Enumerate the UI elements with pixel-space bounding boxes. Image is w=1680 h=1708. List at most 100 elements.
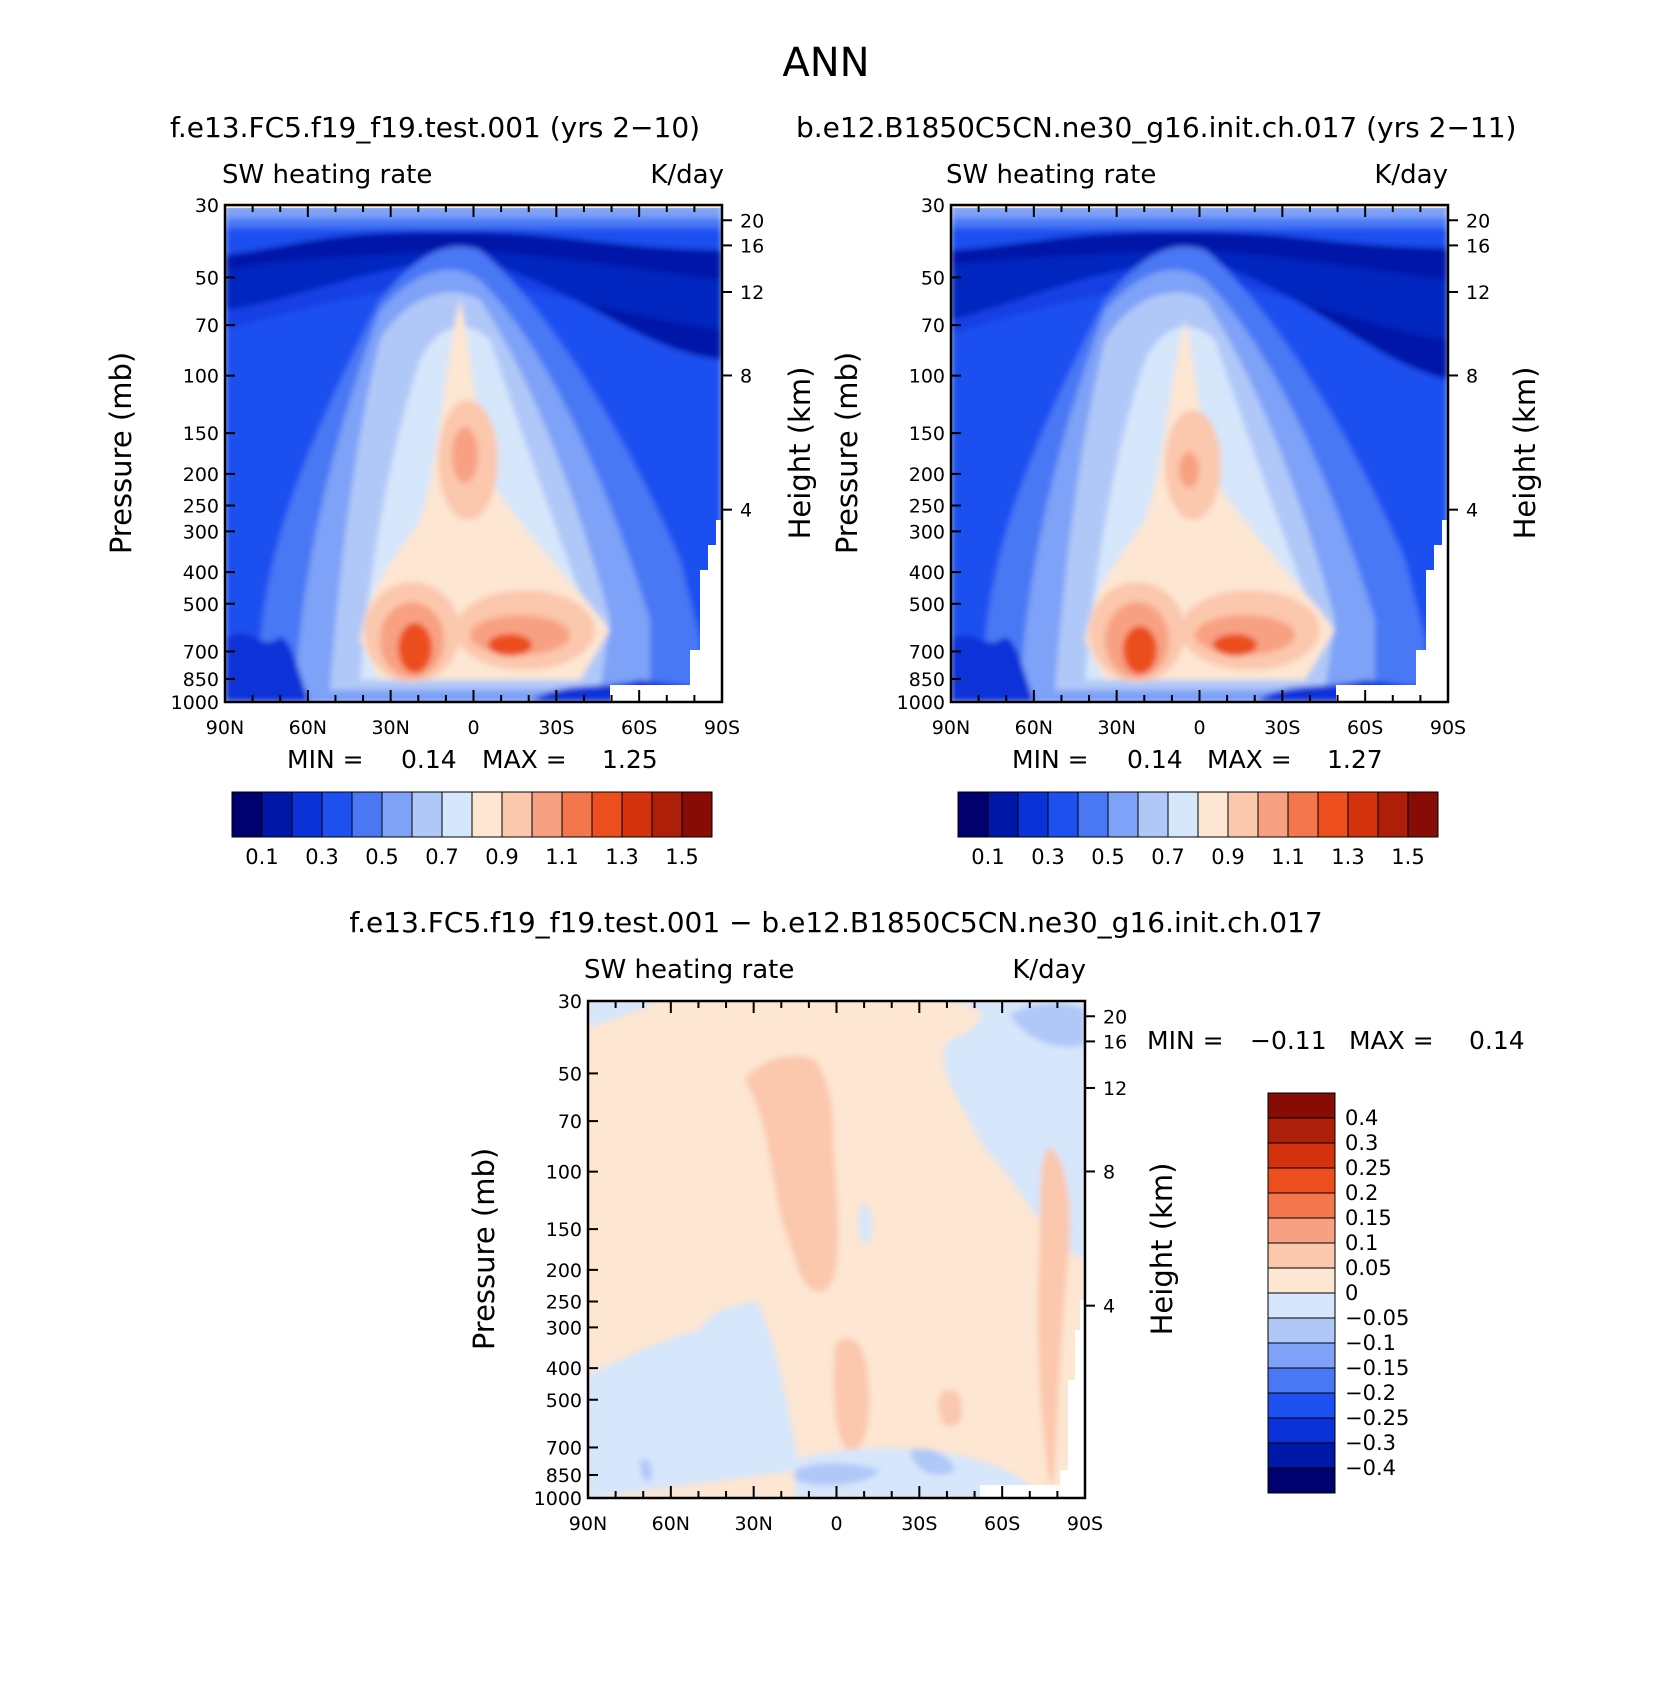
height-tick-label: 16 bbox=[1466, 235, 1490, 257]
y-axis-right-label: Height (km) bbox=[1508, 367, 1542, 540]
min-label: MIN = bbox=[1147, 1026, 1224, 1055]
colorbar-swatch bbox=[501, 791, 533, 838]
colorbar-swatch bbox=[1267, 1117, 1336, 1144]
max-value: 1.25 bbox=[602, 745, 658, 774]
colorbar-label: −0.4 bbox=[1345, 1456, 1396, 1480]
height-tick-label: 20 bbox=[1466, 210, 1490, 232]
colorbar-swatch bbox=[1267, 1192, 1336, 1219]
colorbar-label: −0.05 bbox=[1345, 1306, 1409, 1330]
colorbar-swatch bbox=[1267, 1242, 1336, 1269]
right-case-title: b.e12.B1850C5CN.ne30_g16.init.ch.017 (yr… bbox=[796, 111, 1516, 144]
height-tick-label: 20 bbox=[1103, 1006, 1127, 1028]
colorbar-label: −0.2 bbox=[1345, 1381, 1396, 1405]
colorbar-label: 1.5 bbox=[1391, 845, 1424, 869]
x-tick-label: 90S bbox=[1430, 717, 1466, 739]
x-tick-label: 60N bbox=[289, 717, 327, 739]
colorbar-swatch bbox=[651, 791, 683, 838]
colorbar-label: 0.15 bbox=[1345, 1206, 1392, 1230]
colorbar-label: 0.3 bbox=[305, 845, 338, 869]
colorbar-swatch bbox=[1267, 1367, 1336, 1394]
y-axis-right: 20 16 12 8 4 bbox=[722, 210, 764, 522]
colorbar-swatch bbox=[561, 791, 593, 838]
variable-label: SW heating rate bbox=[222, 160, 432, 190]
colorbar-label: 0.2 bbox=[1345, 1181, 1378, 1205]
max-label: MAX = bbox=[1349, 1026, 1434, 1055]
colorbar-swatch bbox=[1227, 791, 1259, 838]
x-tick-label: 30N bbox=[734, 1513, 772, 1535]
colorbar-swatch bbox=[231, 791, 263, 838]
colorbar-label: 0 bbox=[1345, 1281, 1358, 1305]
colorbar-swatch bbox=[1167, 791, 1199, 838]
colorbar-swatch bbox=[1077, 791, 1109, 838]
colorbar-swatch bbox=[321, 791, 353, 838]
colorbar-label: 0.5 bbox=[365, 845, 398, 869]
y-tick-label: 200 bbox=[183, 464, 219, 486]
x-tick-label: 0 bbox=[1193, 717, 1205, 739]
contour-field bbox=[588, 1001, 1085, 1498]
y-tick-label: 150 bbox=[546, 1219, 582, 1241]
units-label: K/day bbox=[1374, 160, 1448, 190]
colorbar-swatch bbox=[621, 791, 653, 838]
colorbar-label: 0.4 bbox=[1345, 1106, 1378, 1130]
colorbar-swatch bbox=[1197, 791, 1229, 838]
colorbar-label: 0.5 bbox=[1091, 845, 1124, 869]
y-tick-label: 100 bbox=[909, 366, 945, 388]
x-tick-label: 90N bbox=[569, 1513, 607, 1535]
topography-mask bbox=[1336, 520, 1448, 702]
y-tick-label: 300 bbox=[183, 521, 219, 543]
min-value: 0.14 bbox=[401, 745, 457, 774]
y-tick-label: 1000 bbox=[897, 692, 945, 714]
colorbar-label: 1.3 bbox=[605, 845, 638, 869]
difference-title: f.e13.FC5.f19_f19.test.001 − b.e12.B1850… bbox=[349, 906, 1322, 939]
x-tick-label: 60S bbox=[621, 717, 657, 739]
y-axis-label: Pressure (mb) bbox=[467, 1148, 501, 1350]
colorbar-swatch bbox=[1267, 1267, 1336, 1294]
y-tick-label: 150 bbox=[183, 423, 219, 445]
colorbar-label: 0.7 bbox=[425, 845, 458, 869]
x-tick-label: 60S bbox=[984, 1513, 1020, 1535]
max-value: 0.14 bbox=[1469, 1026, 1525, 1055]
colorbar-label: 0.1 bbox=[1345, 1231, 1378, 1255]
y-tick-label: 400 bbox=[909, 562, 945, 584]
x-tick-label: 30N bbox=[371, 717, 409, 739]
y-tick-label: 850 bbox=[183, 669, 219, 691]
height-tick-label: 20 bbox=[740, 210, 764, 232]
colorbar-swatch bbox=[1287, 791, 1319, 838]
y-axis-right: 20 16 12 8 4 bbox=[1085, 1006, 1127, 1318]
colorbar-swatch bbox=[1267, 1392, 1336, 1419]
colorbar-label: 0.9 bbox=[1211, 845, 1244, 869]
x-tick-label: 30S bbox=[1264, 717, 1300, 739]
colorbar-swatch bbox=[591, 791, 623, 838]
panel-top-left: SW heating rate K/day bbox=[104, 160, 817, 869]
units-label: K/day bbox=[650, 160, 724, 190]
y-tick-label: 300 bbox=[546, 1317, 582, 1339]
panel-difference: SW heating rate K/day bbox=[467, 955, 1525, 1535]
colorbar-swatch bbox=[1267, 1342, 1336, 1369]
colorbar-swatch bbox=[957, 791, 989, 838]
colorbar-swatch bbox=[261, 791, 293, 838]
y-axis-label: Pressure (mb) bbox=[830, 352, 864, 554]
variable-label: SW heating rate bbox=[946, 160, 1156, 190]
y-tick-label: 250 bbox=[183, 496, 219, 518]
x-tick-label: 60N bbox=[652, 1513, 690, 1535]
colorbar-swatch bbox=[1267, 1167, 1336, 1194]
y-axis-right-label: Height (km) bbox=[783, 367, 817, 540]
height-tick-label: 12 bbox=[1466, 282, 1490, 304]
colorbar-swatch bbox=[1267, 1467, 1336, 1494]
colorbar-swatch bbox=[1407, 791, 1439, 838]
y-tick-label: 850 bbox=[546, 1465, 582, 1487]
y-tick-label: 1000 bbox=[171, 692, 219, 714]
height-tick-label: 16 bbox=[1103, 1031, 1127, 1053]
y-tick-label: 50 bbox=[921, 267, 945, 289]
colorbar-swatch bbox=[1267, 1142, 1336, 1169]
max-label: MAX = bbox=[482, 745, 567, 774]
colorbar-swatch bbox=[381, 791, 413, 838]
colorbar-swatch bbox=[471, 791, 503, 838]
colorbar-swatch bbox=[987, 791, 1019, 838]
colorbar-swatch bbox=[1267, 1442, 1336, 1469]
y-tick-label: 70 bbox=[558, 1111, 582, 1133]
y-tick-label: 1000 bbox=[534, 1488, 582, 1510]
x-axis: 90N 60N 30N 0 30S 60S 90S bbox=[206, 205, 740, 739]
topography-mask bbox=[610, 520, 722, 702]
height-tick-label: 12 bbox=[1103, 1078, 1127, 1100]
